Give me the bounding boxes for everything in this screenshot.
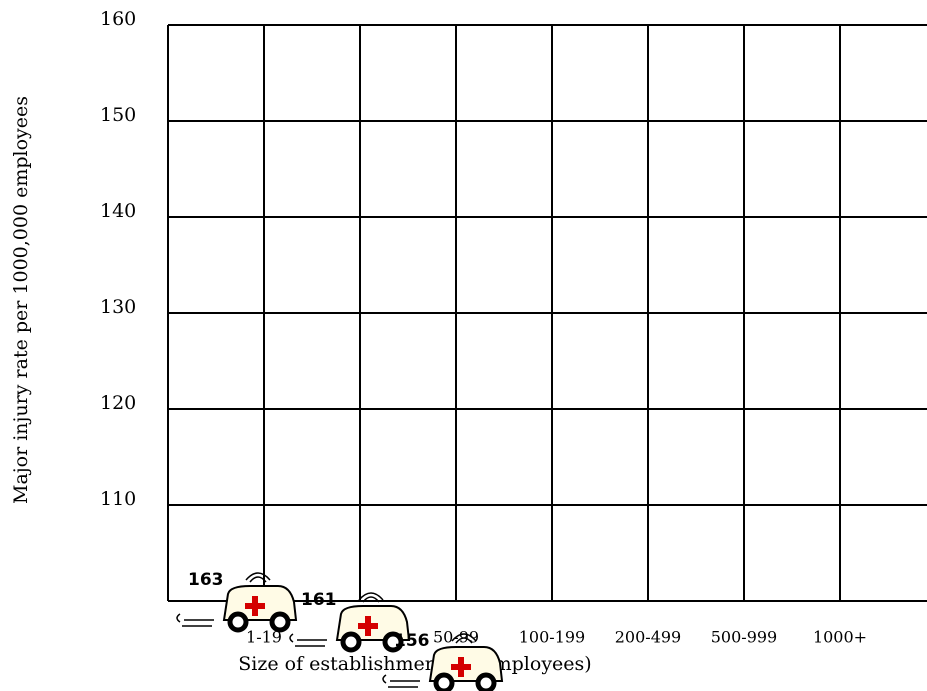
x-tick-label: 500-999 — [711, 628, 777, 647]
x-tick-label: 100-199 — [519, 628, 585, 647]
y-tick-label: 130 — [100, 296, 136, 318]
exhaust — [289, 633, 327, 647]
x-tick-label: 200-499 — [615, 628, 681, 647]
siren-waves — [358, 592, 384, 603]
ambulance: 163 — [176, 570, 298, 633]
x-tick-label: 1-19 — [246, 628, 282, 647]
exhaust — [382, 674, 420, 688]
ambulance-cross — [358, 616, 378, 636]
y-tick-label: 160 — [100, 8, 136, 30]
value-label: 161 — [301, 590, 337, 610]
y-tick-label: 110 — [100, 488, 136, 510]
x-axis-title: Size of establishment (in employees) — [238, 653, 591, 675]
y-tick-label: 120 — [100, 392, 136, 414]
value-label: 156 — [394, 631, 430, 651]
siren-waves — [451, 633, 477, 644]
siren-waves — [245, 572, 271, 583]
wheel — [227, 611, 249, 633]
y-tick-label: 140 — [100, 200, 136, 222]
ambulance: 156 — [382, 631, 504, 691]
y-axis-title: Major injury rate per 1000,000 employees — [10, 96, 32, 504]
ambulance-cross — [245, 596, 265, 616]
wheel — [340, 631, 362, 653]
ambulance-cross — [451, 657, 471, 677]
x-tick-label: 1000+ — [813, 628, 867, 647]
exhaust — [176, 613, 214, 627]
value-label: 163 — [188, 570, 224, 590]
wheel — [269, 611, 291, 633]
wheel — [382, 631, 404, 653]
ambulance: 161 — [289, 590, 411, 653]
wheel — [433, 672, 455, 691]
wheel — [475, 672, 497, 691]
y-tick-label: 150 — [100, 104, 136, 126]
